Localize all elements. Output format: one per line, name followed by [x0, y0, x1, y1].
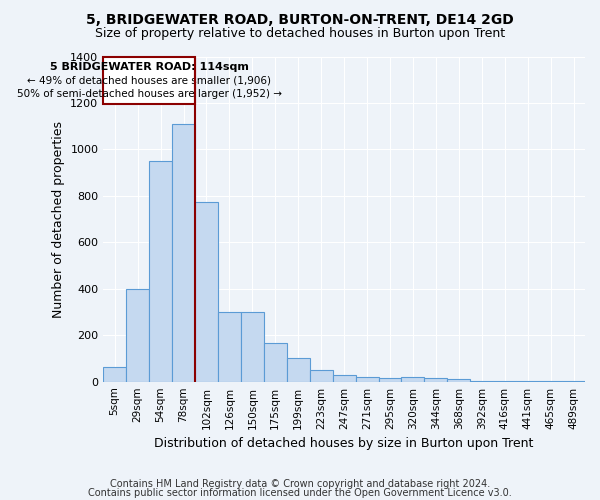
X-axis label: Distribution of detached houses by size in Burton upon Trent: Distribution of detached houses by size … [154, 437, 534, 450]
Bar [241, 312, 264, 382]
Bar [539, 381, 562, 382]
Text: ← 49% of detached houses are smaller (1,906): ← 49% of detached houses are smaller (1,… [27, 76, 271, 86]
Bar [493, 380, 516, 382]
Text: 5, BRIDGEWATER ROAD, BURTON-ON-TRENT, DE14 2GD: 5, BRIDGEWATER ROAD, BURTON-ON-TRENT, DE… [86, 12, 514, 26]
Bar [448, 380, 470, 382]
Bar [356, 377, 379, 382]
Bar [264, 344, 287, 382]
Bar [126, 289, 149, 382]
Bar [218, 312, 241, 382]
Bar [470, 380, 493, 382]
Text: Contains public sector information licensed under the Open Government Licence v3: Contains public sector information licen… [88, 488, 512, 498]
Bar [424, 378, 448, 382]
Bar [172, 124, 195, 382]
Bar [379, 378, 401, 382]
Bar [195, 202, 218, 382]
Text: Size of property relative to detached houses in Burton upon Trent: Size of property relative to detached ho… [95, 28, 505, 40]
Bar [401, 377, 424, 382]
Bar [516, 380, 539, 382]
Bar [149, 161, 172, 382]
Bar [103, 56, 195, 104]
Bar [287, 358, 310, 382]
Bar [310, 370, 332, 382]
Text: 5 BRIDGEWATER ROAD: 114sqm: 5 BRIDGEWATER ROAD: 114sqm [50, 62, 248, 72]
Bar [332, 374, 356, 382]
Bar [103, 366, 126, 382]
Text: 50% of semi-detached houses are larger (1,952) →: 50% of semi-detached houses are larger (… [17, 88, 281, 99]
Text: Contains HM Land Registry data © Crown copyright and database right 2024.: Contains HM Land Registry data © Crown c… [110, 479, 490, 489]
Y-axis label: Number of detached properties: Number of detached properties [52, 120, 65, 318]
